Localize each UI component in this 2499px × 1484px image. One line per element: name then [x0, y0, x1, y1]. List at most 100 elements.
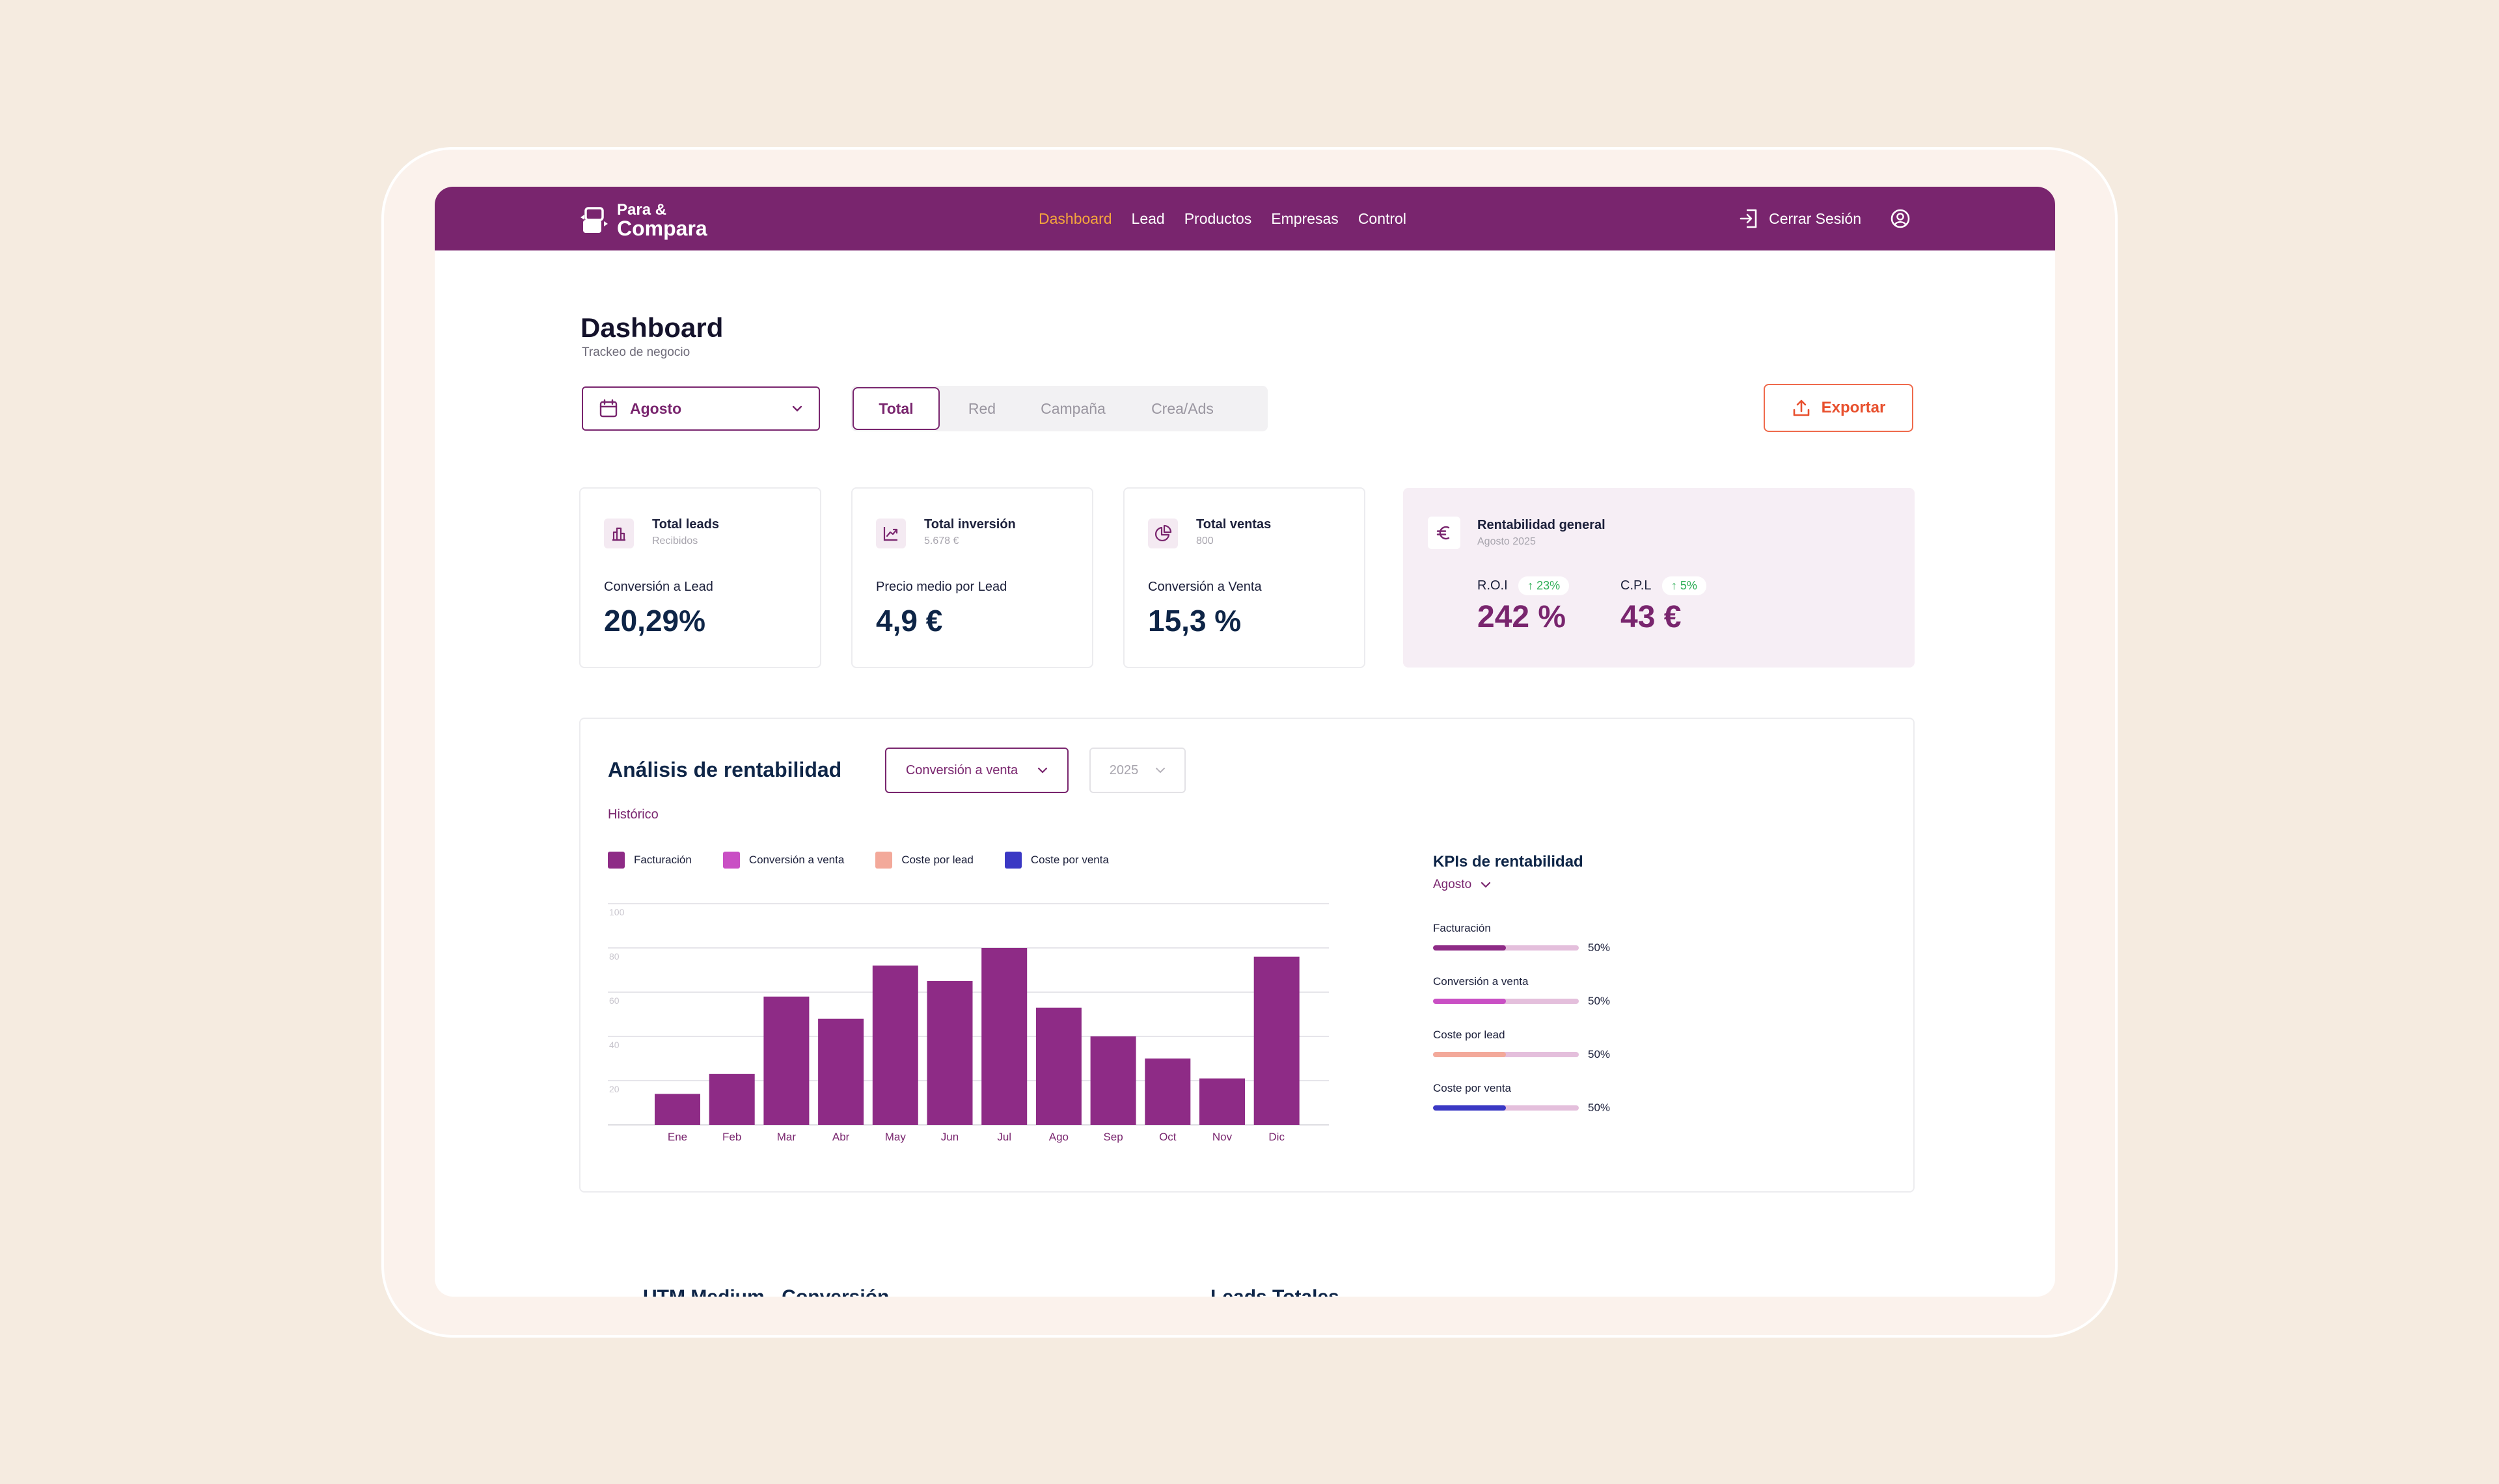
bar-jul	[981, 948, 1028, 1125]
kpi-bar-percent: 50%	[1588, 941, 1611, 954]
tab-crea-ads[interactable]: Crea/Ads	[1151, 399, 1214, 417]
bar-dic	[1253, 956, 1300, 1125]
nav-lead[interactable]: Lead	[1131, 209, 1165, 227]
bar-abr	[818, 1018, 864, 1125]
x-tick-label: Abr	[832, 1131, 850, 1143]
nav-actions: Cerrar Sesión	[1739, 187, 1911, 250]
y-tick-label: 20	[609, 1084, 620, 1094]
legend-swatch	[875, 852, 893, 869]
card-subtitle: Agosto 2025	[1477, 536, 1536, 547]
legend-label: Facturación	[634, 854, 692, 866]
y-tick-label: 80	[609, 951, 620, 962]
page-title: Dashboard	[580, 312, 724, 343]
chevron-down-icon	[1156, 768, 1166, 774]
kpi-bar-item: Coste por lead 50%	[1433, 1029, 1693, 1061]
x-tick-label: Ago	[1049, 1131, 1069, 1143]
card-subtitle: 5.678 €	[924, 535, 959, 546]
x-tick-label: Oct	[1159, 1131, 1177, 1143]
kpi-bar-item: Facturación 50%	[1433, 922, 1693, 954]
kpi-progress-fill	[1433, 1105, 1506, 1111]
legend-swatch	[722, 852, 740, 869]
kpis-month-dropdown[interactable]: Agosto	[1433, 878, 1693, 892]
year-dropdown-value: 2025	[1109, 762, 1139, 777]
euro-icon	[1428, 517, 1460, 549]
export-button[interactable]: Exportar	[1764, 384, 1913, 432]
top-navbar: Para & Compara Dashboard Lead Productos …	[435, 187, 2055, 250]
legend-item: Facturación	[608, 852, 692, 869]
analysis-title: Análisis de rentabilidad	[608, 758, 842, 781]
x-tick-label: Mar	[777, 1131, 797, 1143]
card-title: Total inversión	[924, 517, 1016, 532]
card-metric-value: 15,3 %	[1148, 604, 1242, 638]
tab-campana[interactable]: Campaña	[1041, 399, 1106, 417]
roi-value: 242 %	[1477, 600, 1566, 634]
bar-chart-icon	[604, 519, 634, 548]
kpi-bar-label: Conversión a venta	[1433, 975, 1529, 988]
card-subtitle: 800	[1196, 535, 1214, 546]
card-total-ventas: Total ventas 800 Conversión a Venta 15,3…	[1123, 487, 1365, 668]
roi-metric: R.O.I ↑ 23% 242 %	[1477, 576, 1570, 635]
calendar-icon	[599, 399, 618, 418]
brand-logo[interactable]: Para & Compara	[579, 202, 707, 239]
tab-total[interactable]: Total	[853, 387, 940, 430]
bar-nov	[1199, 1078, 1245, 1125]
roi-label: R.O.I	[1477, 578, 1508, 593]
cpl-metric: C.P.L ↑ 5% 43 €	[1620, 576, 1706, 635]
logo-line1: Para &	[617, 201, 667, 219]
app-screen: Para & Compara Dashboard Lead Productos …	[435, 187, 2055, 1297]
card-metric-label: Conversión a Venta	[1148, 580, 1262, 594]
user-profile-icon[interactable]	[1890, 208, 1911, 229]
logo-line2: Compara	[617, 217, 707, 240]
kpi-bar-item: Coste por venta 50%	[1433, 1082, 1693, 1114]
kpi-progress-fill	[1433, 1052, 1506, 1057]
card-title: Total ventas	[1196, 517, 1272, 532]
main-menu: Dashboard Lead Productos Empresas Contro…	[1039, 187, 1406, 250]
kpi-progress-track	[1433, 1052, 1579, 1057]
y-tick-label: 60	[609, 995, 620, 1006]
logout-button[interactable]: Cerrar Sesión	[1739, 208, 1861, 229]
kpi-bar-label: Coste por venta	[1433, 1082, 1512, 1094]
kpi-bar-percent: 50%	[1588, 1048, 1611, 1060]
upload-icon	[1793, 399, 1809, 416]
kpi-bar-label: Facturación	[1433, 922, 1491, 934]
logo-icon	[580, 207, 608, 233]
legend-item: Conversión a venta	[722, 852, 844, 869]
utm-section-title: UTM Medium - Conversión	[643, 1286, 889, 1297]
nav-dashboard[interactable]: Dashboard	[1039, 209, 1112, 227]
nav-productos[interactable]: Productos	[1184, 209, 1252, 227]
nav-empresas[interactable]: Empresas	[1271, 209, 1339, 227]
tab-red[interactable]: Red	[968, 399, 996, 417]
x-tick-label: May	[885, 1131, 907, 1143]
kpi-progress-track	[1433, 999, 1579, 1004]
bar-sep	[1090, 1036, 1136, 1125]
bar-ago	[1035, 1007, 1082, 1125]
x-tick-label: Nov	[1212, 1131, 1233, 1143]
export-label: Exportar	[1821, 399, 1886, 416]
card-metric-label: Precio medio por Lead	[876, 580, 1007, 594]
kpi-bar-percent: 50%	[1588, 995, 1611, 1007]
logout-label: Cerrar Sesión	[1769, 209, 1861, 227]
bar-may	[872, 965, 918, 1125]
rentabilidad-bar-chart: 20 40 60 80 100 Ene Feb Mar Abr May Jun Jul Ago Sep Oc…	[608, 903, 1329, 1143]
analysis-subtitle: Histórico	[608, 807, 659, 822]
card-total-inversion: Total inversión 5.678 € Precio medio por…	[851, 487, 1093, 668]
y-tick-label: 100	[609, 907, 625, 917]
x-tick-label: Dic	[1268, 1131, 1285, 1143]
x-tick-label: Sep	[1103, 1131, 1123, 1143]
metric-dropdown[interactable]: Conversión a venta	[885, 748, 1069, 793]
x-tick-label: Feb	[722, 1131, 741, 1143]
kpis-month-value: Agosto	[1433, 878, 1472, 891]
month-dropdown[interactable]: Agosto	[582, 386, 820, 431]
nav-control[interactable]: Control	[1358, 209, 1406, 227]
year-dropdown[interactable]: 2025	[1089, 748, 1186, 793]
card-metric-value: 4,9 €	[876, 604, 943, 638]
bar-oct	[1145, 1059, 1191, 1125]
chevron-down-icon	[1481, 882, 1491, 888]
kpis-title: KPIs de rentabilidad	[1433, 853, 1583, 870]
x-tick-label: Ene	[668, 1131, 687, 1143]
cpl-change-badge: ↑ 5%	[1661, 576, 1706, 595]
chevron-down-icon	[1038, 767, 1048, 774]
card-subtitle: Recibidos	[652, 535, 698, 546]
kpi-progress-fill	[1433, 945, 1506, 951]
analysis-panel: Análisis de rentabilidad Conversión a ve…	[579, 718, 1915, 1193]
